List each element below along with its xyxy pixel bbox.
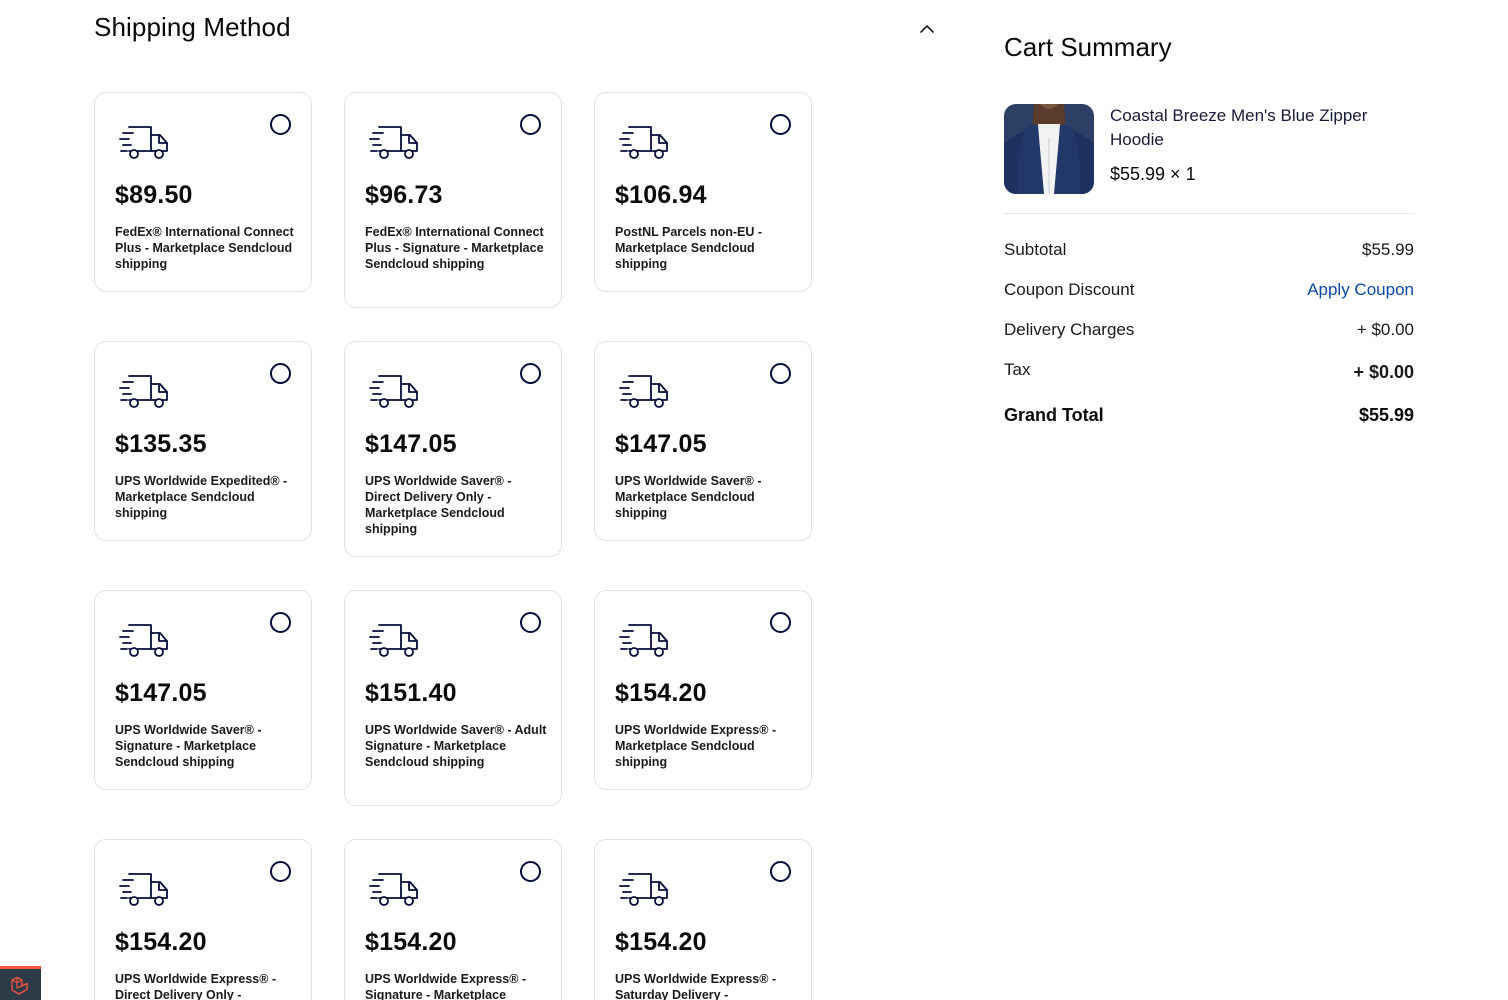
delivery-truck-icon: [119, 123, 171, 163]
shipping-option-name: UPS Worldwide Express® - Direct Delivery…: [115, 972, 277, 1000]
shipping-option-name: UPS Worldwide Saver® - Adult Signature -…: [365, 723, 547, 769]
subtotal-label: Subtotal: [1004, 240, 1067, 259]
tax-label: Tax: [1004, 360, 1031, 379]
product-price-quantity: $55.99 × 1: [1110, 164, 1196, 184]
shipping-option-name: UPS Worldwide Saver® - Signature - Marke…: [115, 723, 262, 769]
shipping-option-card[interactable]: $89.50 FedEx® International Connect Plus …: [94, 92, 312, 292]
delivery-truck-icon: [119, 870, 171, 910]
shipping-option-price: $154.20: [115, 928, 207, 956]
shipping-option-price: $154.20: [615, 679, 707, 707]
laravel-logo-icon: [11, 976, 28, 995]
shipping-option-price: $154.20: [615, 928, 707, 956]
shipping-method-section: Shipping Method $89.50 FedEx® Internation…: [94, 0, 944, 1000]
cart-item: Coastal Breeze Men's Blue Zipper Hoodie …: [1004, 104, 1414, 214]
delivery-label: Delivery Charges: [1004, 320, 1135, 339]
shipping-option-price: $106.94: [615, 181, 707, 209]
shipping-option-radio[interactable]: [770, 363, 791, 384]
shipping-option-card[interactable]: $151.40 UPS Worldwide Saver® - Adult Sign…: [344, 590, 562, 806]
shipping-option-card[interactable]: $154.20 UPS Worldwide Express® - Direct D…: [94, 839, 312, 1000]
chevron-up-icon[interactable]: [918, 20, 936, 38]
product-name[interactable]: Coastal Breeze Men's Blue Zipper Hoodie: [1110, 106, 1368, 149]
delivery-truck-icon: [369, 870, 421, 910]
debug-toolbar-toggle[interactable]: [0, 966, 41, 1000]
shipping-option-radio[interactable]: [770, 612, 791, 633]
shipping-option-name: UPS Worldwide Expedited® - Marketplace S…: [115, 474, 288, 520]
delivery-row: Delivery Charges + $0.00: [1004, 320, 1414, 344]
subtotal-value: $55.99: [1362, 240, 1414, 259]
grand-total-value: $55.99: [1358, 405, 1414, 425]
shipping-option-card[interactable]: $154.20 UPS Worldwide Express® - Saturday…: [594, 839, 812, 1000]
product-image[interactable]: [1004, 104, 1094, 194]
shipping-option-price: $147.05: [365, 430, 457, 458]
shipping-option-radio[interactable]: [520, 363, 541, 384]
shipping-option-radio[interactable]: [770, 114, 791, 135]
tax-row: Tax + $0.00: [1004, 360, 1414, 384]
shipping-method-title: Shipping Method: [94, 12, 291, 42]
shipping-option-name: UPS Worldwide Saver® - Marketplace Sendc…: [615, 474, 762, 520]
shipping-option-card[interactable]: $154.20 UPS Worldwide Express® - Signatur…: [344, 839, 562, 1000]
shipping-option-radio[interactable]: [520, 114, 541, 135]
shipping-option-name: UPS Worldwide Express® - Signature - Mar…: [365, 972, 527, 1000]
shipping-option-price: $151.40: [365, 679, 457, 707]
shipping-option-card[interactable]: $154.20 UPS Worldwide Express® - Marketpl…: [594, 590, 812, 790]
shipping-option-price: $135.35: [115, 430, 207, 458]
shipping-option-card[interactable]: $96.73 FedEx® International Connect Plus …: [344, 92, 562, 308]
delivery-truck-icon: [119, 621, 171, 661]
coupon-row: Coupon Discount Apply Coupon: [1004, 280, 1414, 304]
shipping-option-price: $154.20: [365, 928, 457, 956]
shipping-option-name: UPS Worldwide Saver® - Direct Delivery O…: [365, 474, 512, 536]
shipping-option-radio[interactable]: [770, 861, 791, 882]
shipping-option-name: PostNL Parcels non-EU - Marketplace Send…: [615, 225, 763, 271]
shipping-option-radio[interactable]: [270, 861, 291, 882]
grand-total-label: Grand Total: [1004, 405, 1104, 425]
shipping-option-name: FedEx® International Connect Plus - Mark…: [115, 225, 294, 271]
shipping-option-price: $89.50: [115, 181, 193, 209]
shipping-option-name: UPS Worldwide Express® - Marketplace Sen…: [615, 723, 777, 769]
shipping-option-radio[interactable]: [270, 612, 291, 633]
delivery-truck-icon: [619, 123, 671, 163]
shipping-option-radio[interactable]: [520, 861, 541, 882]
shipping-method-header[interactable]: Shipping Method: [94, 12, 944, 46]
grand-total-row: Grand Total $55.99: [1004, 405, 1414, 429]
shipping-option-card[interactable]: $147.05 UPS Worldwide Saver® - Signature …: [94, 590, 312, 790]
shipping-option-name: UPS Worldwide Express® - Saturday Delive…: [615, 972, 777, 1000]
shipping-option-radio[interactable]: [520, 612, 541, 633]
cart-summary-title: Cart Summary: [1004, 32, 1172, 62]
delivery-truck-icon: [619, 372, 671, 412]
delivery-truck-icon: [619, 870, 671, 910]
shipping-option-card[interactable]: $135.35 UPS Worldwide Expedited® - Market…: [94, 341, 312, 541]
delivery-truck-icon: [369, 621, 421, 661]
tax-value: + $0.00: [1353, 362, 1414, 382]
subtotal-row: Subtotal $55.99: [1004, 240, 1414, 264]
shipping-option-price: $147.05: [615, 430, 707, 458]
coupon-label: Coupon Discount: [1004, 280, 1135, 299]
shipping-option-card[interactable]: $147.05 UPS Worldwide Saver® - Direct Del…: [344, 341, 562, 557]
delivery-truck-icon: [369, 372, 421, 412]
delivery-truck-icon: [369, 123, 421, 163]
shipping-option-card[interactable]: $147.05 UPS Worldwide Saver® - Marketplac…: [594, 341, 812, 541]
shipping-option-price: $147.05: [115, 679, 207, 707]
shipping-option-card[interactable]: $106.94 PostNL Parcels non-EU - Marketpla…: [594, 92, 812, 292]
shipping-option-price: $96.73: [365, 181, 443, 209]
delivery-value: + $0.00: [1356, 320, 1414, 339]
shipping-option-name: FedEx® International Connect Plus - Sign…: [365, 225, 544, 271]
shipping-option-radio[interactable]: [270, 114, 291, 135]
delivery-truck-icon: [119, 372, 171, 412]
apply-coupon-link[interactable]: Apply Coupon: [1307, 280, 1414, 299]
shipping-option-radio[interactable]: [270, 363, 291, 384]
delivery-truck-icon: [619, 621, 671, 661]
